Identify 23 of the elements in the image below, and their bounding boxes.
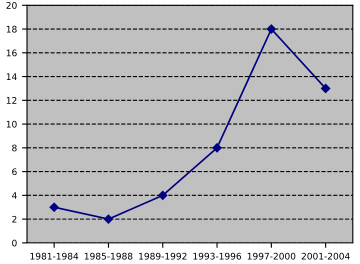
y-tick-label: 16 bbox=[6, 50, 17, 56]
point bbox=[321, 84, 330, 94]
y-tick-label: 8 bbox=[12, 144, 17, 152]
point bbox=[104, 214, 114, 224]
point bbox=[266, 24, 276, 34]
x-tick-label: 1993-1996 bbox=[193, 252, 242, 260]
x-tick-label: 1985-1988 bbox=[84, 252, 132, 260]
y-tick-label: 4 bbox=[12, 192, 17, 199]
y-tick-label: 18 bbox=[6, 26, 17, 33]
point bbox=[158, 190, 168, 200]
point bbox=[212, 143, 222, 152]
x-tick-label: 1997-2000 bbox=[248, 252, 296, 260]
y-tick-label: 14 bbox=[6, 73, 17, 80]
y-tick-label: 20 bbox=[6, 2, 17, 9]
y-tick-label: 10 bbox=[6, 120, 17, 128]
point bbox=[50, 202, 59, 212]
y-tick-label: 12 bbox=[6, 97, 16, 104]
y-tick-label: 6 bbox=[12, 168, 17, 176]
x-tick-label: 2001-2004 bbox=[302, 252, 350, 260]
y-tick-label: 2 bbox=[12, 216, 16, 223]
x-tick-label: 1989-1992 bbox=[139, 252, 186, 260]
x-tick-label: 1981-1984 bbox=[30, 252, 78, 260]
y-tick-label: 0 bbox=[12, 240, 17, 246]
